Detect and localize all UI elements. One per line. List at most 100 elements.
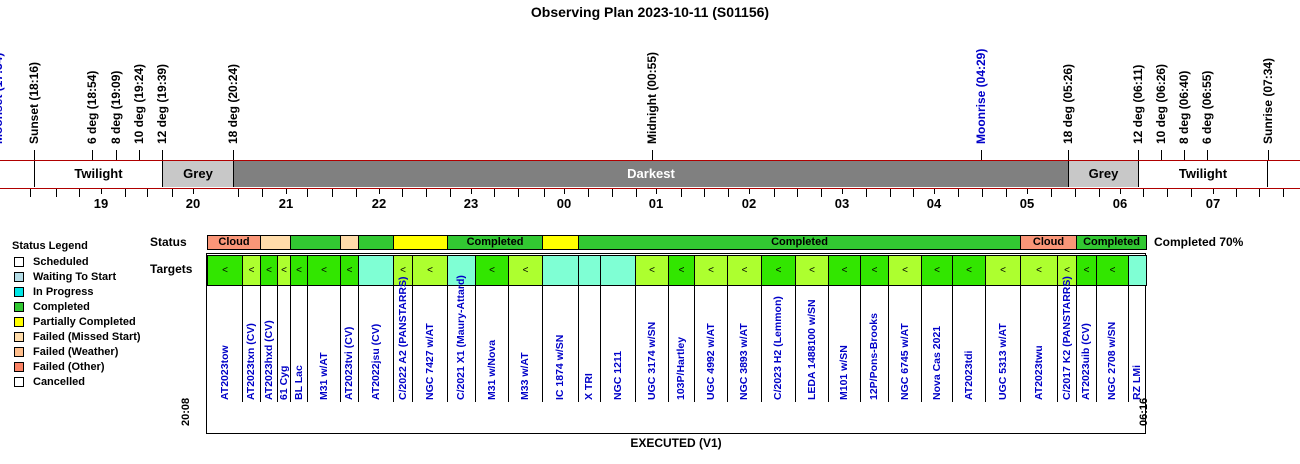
timeline-top-rule xyxy=(0,160,1300,161)
hour-tick xyxy=(1259,189,1260,197)
target-divider xyxy=(860,286,861,402)
target-name[interactable]: NGC 3893 w/AT xyxy=(738,323,750,400)
target-block[interactable]: < xyxy=(412,255,448,286)
target-name[interactable]: 103P/Hartley xyxy=(675,336,687,400)
target-name[interactable]: AT2023twu xyxy=(1032,345,1045,400)
target-block[interactable]: < xyxy=(795,255,829,286)
target-name[interactable]: M31 w/Nova xyxy=(485,339,498,400)
target-name[interactable]: AT2023uib (CV) xyxy=(1080,323,1092,400)
event-label: 10 deg (19:24) xyxy=(132,63,146,144)
target-name[interactable]: 61 Cyg xyxy=(277,365,290,400)
target-name[interactable]: 12P/Pons-Brooks xyxy=(868,313,880,400)
target-block[interactable]: < xyxy=(694,255,728,286)
target-name[interactable]: NGC 7427 w/AT xyxy=(423,323,436,400)
target-block[interactable]: < xyxy=(860,255,889,286)
target-block[interactable]: < xyxy=(668,255,695,286)
target-name[interactable]: C/2022 A2 (PANSTARRS) xyxy=(396,276,409,401)
status-segment[interactable]: Completed xyxy=(578,235,1021,250)
target-name[interactable]: C/2021 X1 (Maury-Attard) xyxy=(455,275,467,400)
target-block[interactable]: < xyxy=(1020,255,1058,286)
target-block[interactable]: < xyxy=(340,255,359,286)
target-name[interactable]: UGC 4992 w/AT xyxy=(704,323,717,400)
target-divider xyxy=(727,286,728,402)
target-name[interactable]: UGC 3174 w/SN xyxy=(645,321,658,400)
target-name[interactable]: NGC 2708 w/SN xyxy=(1106,321,1118,400)
target-name[interactable]: M31 w/AT xyxy=(317,352,330,400)
event-tick xyxy=(652,150,653,160)
target-block[interactable]: < xyxy=(635,255,669,286)
target-name[interactable]: M101 w/SN xyxy=(838,345,850,400)
status-segment[interactable]: Cloud xyxy=(207,235,261,250)
target-block[interactable]: < xyxy=(277,255,291,286)
target-name[interactable]: C/2023 H2 (Lemmon) xyxy=(772,296,784,400)
target-block[interactable]: < xyxy=(1076,255,1097,286)
target-divider xyxy=(307,286,308,402)
target-block[interactable]: < xyxy=(952,255,986,286)
event-label: 6 deg (06:55) xyxy=(1200,70,1214,144)
target-block[interactable] xyxy=(542,255,579,286)
target-name[interactable]: AT2022jsu (CV) xyxy=(369,323,382,400)
target-name[interactable]: X TRI xyxy=(583,373,595,400)
hour-tick xyxy=(612,189,613,197)
target-block[interactable]: < xyxy=(260,255,278,286)
hour-label: 04 xyxy=(926,196,942,211)
target-block[interactable]: < xyxy=(393,255,413,286)
target-name[interactable]: NGC 6745 w/AT xyxy=(898,323,911,400)
target-block[interactable]: < xyxy=(242,255,261,286)
legend-swatch xyxy=(14,347,24,357)
target-block[interactable]: < xyxy=(727,255,762,286)
target-divider xyxy=(795,286,796,402)
target-block[interactable]: < xyxy=(290,255,308,286)
target-name[interactable]: AT2023hxd (CV) xyxy=(262,320,275,400)
target-name[interactable]: LEDA 1488100 w/SN xyxy=(805,299,818,400)
target-name[interactable]: C/2017 K2 (PANSTARRS) xyxy=(1060,276,1073,400)
status-segment[interactable]: Cloud xyxy=(1020,235,1077,250)
hour-tick xyxy=(518,189,519,197)
target-block[interactable]: < xyxy=(761,255,796,286)
legend-swatch xyxy=(14,377,24,387)
target-name[interactable]: AT2023txn (CV) xyxy=(245,323,257,400)
target-name[interactable]: Nova Cas 2021 xyxy=(930,325,943,400)
event-label: 8 deg (06:40) xyxy=(1177,70,1191,144)
hour-tick xyxy=(656,189,657,194)
target-block[interactable] xyxy=(358,255,394,286)
target-block[interactable]: < xyxy=(475,255,509,286)
status-segment[interactable] xyxy=(542,235,579,250)
target-name[interactable]: AT2023tvi (CV) xyxy=(343,326,355,400)
target-block[interactable] xyxy=(600,255,636,286)
target-block[interactable]: < xyxy=(508,255,543,286)
target-block[interactable]: < xyxy=(1096,255,1129,286)
status-segment[interactable] xyxy=(393,235,448,250)
target-divider xyxy=(542,286,543,402)
target-name[interactable]: BL Lac xyxy=(292,365,305,400)
target-name[interactable]: AT2023tdi xyxy=(962,350,975,400)
legend-label: Failed (Missed Start) xyxy=(33,331,141,343)
status-segment[interactable] xyxy=(358,235,394,250)
target-block[interactable] xyxy=(1128,255,1147,286)
target-block[interactable]: < xyxy=(207,255,243,286)
target-name[interactable]: IC 1874 w/SN xyxy=(554,334,566,400)
target-name[interactable]: NGC 1211 xyxy=(611,350,624,400)
target-block[interactable]: < xyxy=(828,255,861,286)
target-block[interactable]: < xyxy=(985,255,1021,286)
hour-tick xyxy=(402,189,403,197)
hour-tick xyxy=(1213,189,1214,194)
target-name[interactable]: AT2023tow xyxy=(218,345,231,400)
target-divider xyxy=(635,286,636,402)
hour-label: 22 xyxy=(371,196,387,211)
target-block[interactable] xyxy=(578,255,601,286)
status-segment[interactable] xyxy=(260,235,291,250)
status-segment[interactable]: Completed xyxy=(447,235,543,250)
target-divider xyxy=(393,286,394,402)
status-segment[interactable] xyxy=(290,235,341,250)
target-divider xyxy=(921,286,922,402)
target-block[interactable]: < xyxy=(307,255,341,286)
target-divider xyxy=(828,286,829,402)
target-block[interactable]: < xyxy=(921,255,953,286)
target-name[interactable]: M33 w/AT xyxy=(519,352,531,400)
target-name[interactable]: RZ LMi xyxy=(1131,365,1143,400)
target-block[interactable]: < xyxy=(888,255,922,286)
target-name[interactable]: UGC 5313 w/AT xyxy=(996,323,1009,400)
status-segment[interactable] xyxy=(340,235,359,250)
status-segment[interactable]: Completed xyxy=(1076,235,1147,250)
